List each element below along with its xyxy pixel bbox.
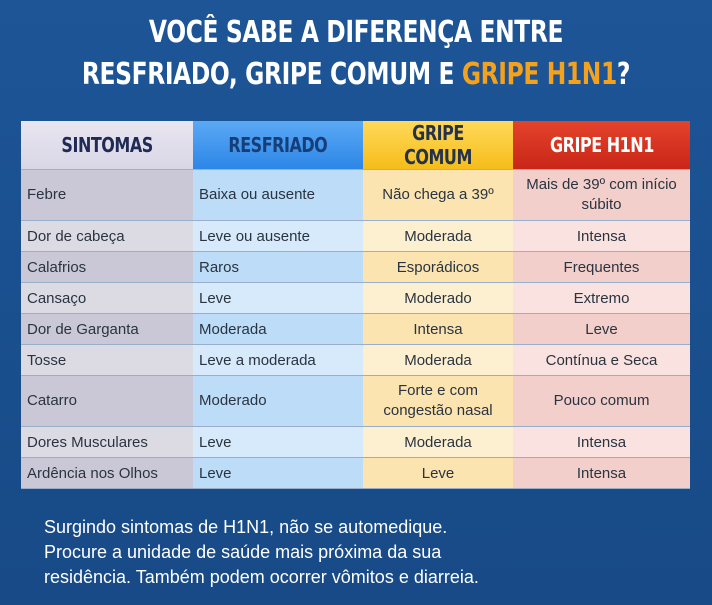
cell-resfriado: Leve ou ausente	[193, 220, 363, 252]
table-row: Cansaço Leve Moderado Extremo	[21, 282, 690, 314]
cell-resfriado: Moderada	[193, 313, 363, 345]
cell-symptom: Catarro	[21, 375, 193, 427]
cell-gripe-h1n1: Leve	[513, 313, 690, 345]
cell-symptom: Dor de Garganta	[21, 313, 193, 345]
advice-note: Surgindo sintomas de H1N1, não se autome…	[44, 515, 684, 590]
title-line-2: RESFRIADO, GRIPE COMUM E GRIPE H1N1?	[78, 54, 633, 96]
title-question-mark: ?	[616, 57, 631, 92]
cell-resfriado: Baixa ou ausente	[193, 169, 363, 221]
cell-gripe-comum: Forte e com congestão nasal	[363, 375, 513, 427]
cell-resfriado: Leve a moderada	[193, 344, 363, 376]
cell-resfriado: Leve	[193, 282, 363, 314]
title-line-1: VOCÊ SABE A DIFERENÇA ENTRE	[148, 15, 564, 50]
advice-line-1: Surgindo sintomas de H1N1, não se autome…	[44, 517, 448, 537]
cell-resfriado: Leve	[193, 457, 363, 489]
header-sintomas: SINTOMAS	[21, 121, 193, 170]
cell-symptom: Cansaço	[21, 282, 193, 314]
cell-gripe-h1n1: Mais de 39º com início súbito	[513, 169, 690, 221]
header-gripe-comum: GRIPE COMUM	[363, 121, 513, 170]
cell-symptom: Febre	[21, 169, 193, 221]
cell-gripe-comum: Moderada	[363, 426, 513, 458]
cell-gripe-comum: Intensa	[363, 313, 513, 345]
header-gripe-h1n1: GRIPE H1N1	[513, 121, 690, 170]
cell-symptom: Dor de cabeça	[21, 220, 193, 252]
advice-line-3: residência. Também podem ocorrer vômitos…	[44, 567, 479, 587]
table-row: Dor de cabeça Leve ou ausente Moderada I…	[21, 220, 690, 252]
cell-gripe-h1n1: Intensa	[513, 220, 690, 252]
table-header-row: SINTOMAS RESFRIADO GRIPE COMUM GRIPE H1N…	[21, 121, 690, 170]
cell-gripe-comum: Leve	[363, 457, 513, 489]
cell-gripe-h1n1: Extremo	[513, 282, 690, 314]
cell-resfriado: Leve	[193, 426, 363, 458]
cell-resfriado: Raros	[193, 251, 363, 283]
comparison-table: SINTOMAS RESFRIADO GRIPE COMUM GRIPE H1N…	[21, 121, 690, 489]
cell-gripe-comum: Esporádicos	[363, 251, 513, 283]
table-row: Febre Baixa ou ausente Não chega a 39º M…	[21, 169, 690, 221]
title-line-2-text: RESFRIADO, GRIPE COMUM E	[81, 57, 462, 92]
table-row: Catarro Moderado Forte e com congestão n…	[21, 375, 690, 427]
header-resfriado: RESFRIADO	[193, 121, 363, 170]
advice-line-2: Procure a unidade de saúde mais próxima …	[44, 542, 442, 562]
cell-symptom: Ardência nos Olhos	[21, 457, 193, 489]
title-accent-h1n1: GRIPE H1N1	[461, 57, 617, 92]
cell-symptom: Dores Musculares	[21, 426, 193, 458]
table-row: Tosse Leve a moderada Moderada Contínua …	[21, 344, 690, 376]
cell-symptom: Calafrios	[21, 251, 193, 283]
table-row: Calafrios Raros Esporádicos Frequentes	[21, 251, 690, 283]
cell-gripe-h1n1: Pouco comum	[513, 375, 690, 427]
cell-gripe-comum: Moderado	[363, 282, 513, 314]
table-row: Dor de Garganta Moderada Intensa Leve	[21, 313, 690, 345]
cell-gripe-h1n1: Intensa	[513, 457, 690, 489]
cell-gripe-comum: Moderada	[363, 220, 513, 252]
cell-resfriado: Moderado	[193, 375, 363, 427]
page-title: VOCÊ SABE A DIFERENÇA ENTRE RESFRIADO, G…	[78, 12, 633, 96]
cell-gripe-h1n1: Intensa	[513, 426, 690, 458]
cell-gripe-h1n1: Frequentes	[513, 251, 690, 283]
cell-gripe-comum: Não chega a 39º	[363, 169, 513, 221]
cell-gripe-h1n1: Contínua e Seca	[513, 344, 690, 376]
table-row: Ardência nos Olhos Leve Leve Intensa	[21, 457, 690, 489]
cell-symptom: Tosse	[21, 344, 193, 376]
table-row: Dores Musculares Leve Moderada Intensa	[21, 426, 690, 458]
cell-gripe-comum: Moderada	[363, 344, 513, 376]
